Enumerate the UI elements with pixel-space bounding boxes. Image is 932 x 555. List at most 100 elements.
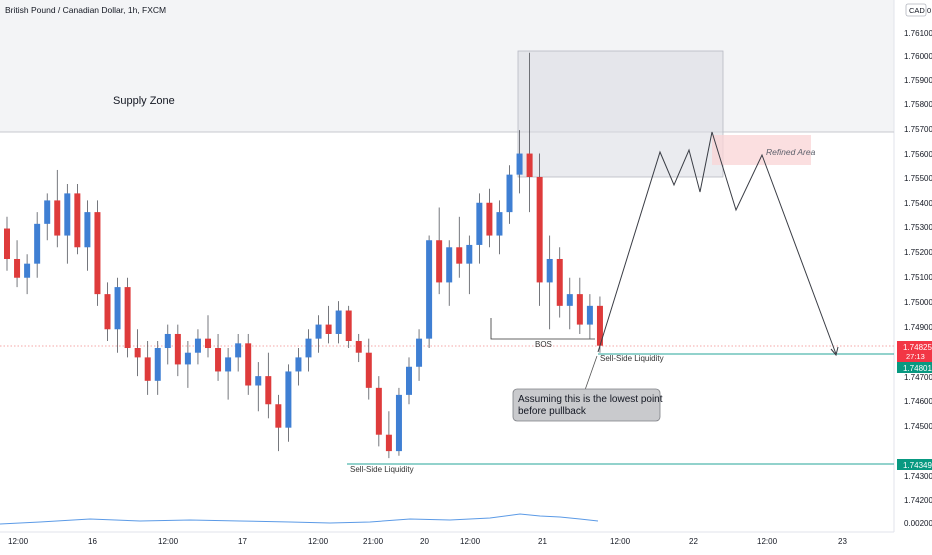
currency-suffix: 0 — [927, 6, 931, 15]
high-zone-box — [517, 50, 724, 178]
candle-bullish[interactable] — [315, 324, 322, 339]
candle-bullish[interactable] — [64, 193, 71, 236]
candle-bullish[interactable] — [225, 357, 232, 372]
price-tick: 1.74500 — [904, 422, 932, 431]
candle-bearish[interactable] — [14, 258, 21, 278]
candle-bearish[interactable] — [375, 387, 382, 435]
candle-bearish[interactable] — [94, 212, 101, 295]
refined-area-label: Refined Area — [766, 147, 816, 157]
current-price-label: 1.74825 — [903, 343, 932, 352]
candle-bullish[interactable] — [586, 305, 593, 325]
candle-bullish[interactable] — [426, 240, 433, 339]
candle-bearish[interactable] — [345, 310, 352, 341]
price-tick: 1.74200 — [904, 496, 932, 505]
candle-bearish[interactable] — [536, 176, 543, 283]
candle-bullish[interactable] — [466, 244, 473, 264]
price-tick: 1.75200 — [904, 248, 932, 257]
candle-bullish[interactable] — [566, 294, 573, 306]
candle-bearish[interactable] — [486, 202, 493, 236]
indicator-line — [0, 513, 599, 525]
candle-bearish[interactable] — [245, 343, 252, 386]
level-label-2: 1.74349 — [903, 461, 932, 470]
candle-bearish[interactable] — [205, 338, 211, 349]
price-tick: 1.75800 — [904, 100, 932, 109]
candle-bullish[interactable] — [395, 394, 402, 452]
sell-side-liquidity-label-left: Sell-Side Liquidity — [350, 465, 414, 474]
candle-bullish[interactable] — [476, 202, 483, 245]
candle-bearish[interactable] — [355, 340, 362, 353]
candle-bullish[interactable] — [235, 343, 242, 358]
candle-bearish[interactable] — [124, 287, 131, 349]
candle-bearish[interactable] — [215, 348, 222, 372]
candle-bearish[interactable] — [526, 153, 533, 177]
price-tick: 1.74900 — [904, 323, 932, 332]
candle-bearish[interactable] — [325, 324, 332, 334]
callout-pointer — [584, 355, 598, 391]
time-label: 12:00 — [308, 537, 329, 546]
candle-bullish[interactable] — [516, 153, 523, 175]
candle-bullish[interactable] — [164, 333, 171, 349]
candle-bullish[interactable] — [506, 174, 513, 213]
time-label: 16 — [88, 537, 97, 546]
price-tick: 1.74700 — [904, 373, 932, 382]
candle-bearish[interactable] — [275, 404, 282, 428]
candle-bearish[interactable] — [596, 305, 603, 346]
time-axis[interactable]: 12:00 16 12:00 17 12:00 21:00 20 12:00 2… — [8, 537, 847, 546]
candle-bearish[interactable] — [436, 240, 443, 283]
candle-bearish[interactable] — [385, 434, 392, 452]
price-axis[interactable]: 1.76100 1.76000 1.75900 1.75800 1.75700 … — [904, 29, 932, 528]
candle-bullish[interactable] — [335, 310, 342, 334]
candle-bearish[interactable] — [556, 258, 563, 306]
candle-bearish[interactable] — [365, 352, 372, 388]
supply-zone — [0, 0, 894, 132]
candle-bullish[interactable] — [496, 212, 503, 236]
candle-bearish[interactable] — [104, 294, 111, 330]
candle-bullish[interactable] — [24, 263, 31, 278]
candle-bullish[interactable] — [154, 348, 161, 381]
candle-bearish[interactable] — [576, 294, 583, 325]
level-label-1: 1.74801 — [903, 364, 932, 373]
candle-bullish[interactable] — [546, 258, 553, 283]
currency-badge: CAD — [909, 6, 925, 15]
level-tag-1 — [897, 362, 932, 373]
candle-bullish[interactable] — [84, 212, 91, 248]
candle-bearish[interactable] — [265, 376, 272, 405]
countdown-label: 27:13 — [906, 352, 925, 361]
price-tick: 1.75900 — [904, 76, 932, 85]
callout-box[interactable] — [512, 388, 661, 422]
price-tick: 1.75300 — [904, 223, 932, 232]
candle-bullish[interactable] — [416, 338, 423, 367]
candle-bullish[interactable] — [44, 200, 51, 224]
price-tick: 1.74600 — [904, 397, 932, 406]
price-tick: 1.75400 — [904, 199, 932, 208]
candle-bullish[interactable] — [406, 366, 412, 395]
candle-bullish[interactable] — [184, 352, 191, 365]
time-label: 17 — [238, 537, 247, 546]
chart-title: British Pound / Canadian Dollar, 1h, FXC… — [5, 5, 166, 15]
candle-bearish[interactable] — [4, 228, 10, 259]
candle-bearish[interactable] — [74, 193, 81, 248]
time-label: 12:00 — [610, 537, 631, 546]
candle-bullish[interactable] — [34, 223, 41, 264]
candle-bullish[interactable] — [114, 287, 121, 330]
time-label: 12:00 — [8, 537, 29, 546]
candle-bullish[interactable] — [285, 371, 292, 428]
candle-bearish[interactable] — [144, 357, 151, 381]
projected-price-path — [597, 131, 837, 355]
candle-bullish[interactable] — [194, 338, 201, 353]
candle-bullish[interactable] — [446, 247, 453, 283]
price-tick: 1.75100 — [904, 273, 932, 282]
sell-side-liquidity-label-right: Sell-Side Liquidity — [600, 354, 664, 363]
candle-bearish[interactable] — [54, 200, 61, 236]
candle-bullish[interactable] — [305, 338, 312, 358]
candle-bullish[interactable] — [255, 376, 262, 386]
candle-bullish[interactable] — [295, 357, 302, 372]
candle-bearish[interactable] — [456, 247, 463, 264]
time-label: 12:00 — [757, 537, 778, 546]
candle-bearish[interactable] — [174, 333, 181, 365]
currency-badge-box[interactable] — [905, 3, 927, 17]
candle-bearish[interactable] — [134, 348, 141, 358]
time-label: 21 — [538, 537, 547, 546]
